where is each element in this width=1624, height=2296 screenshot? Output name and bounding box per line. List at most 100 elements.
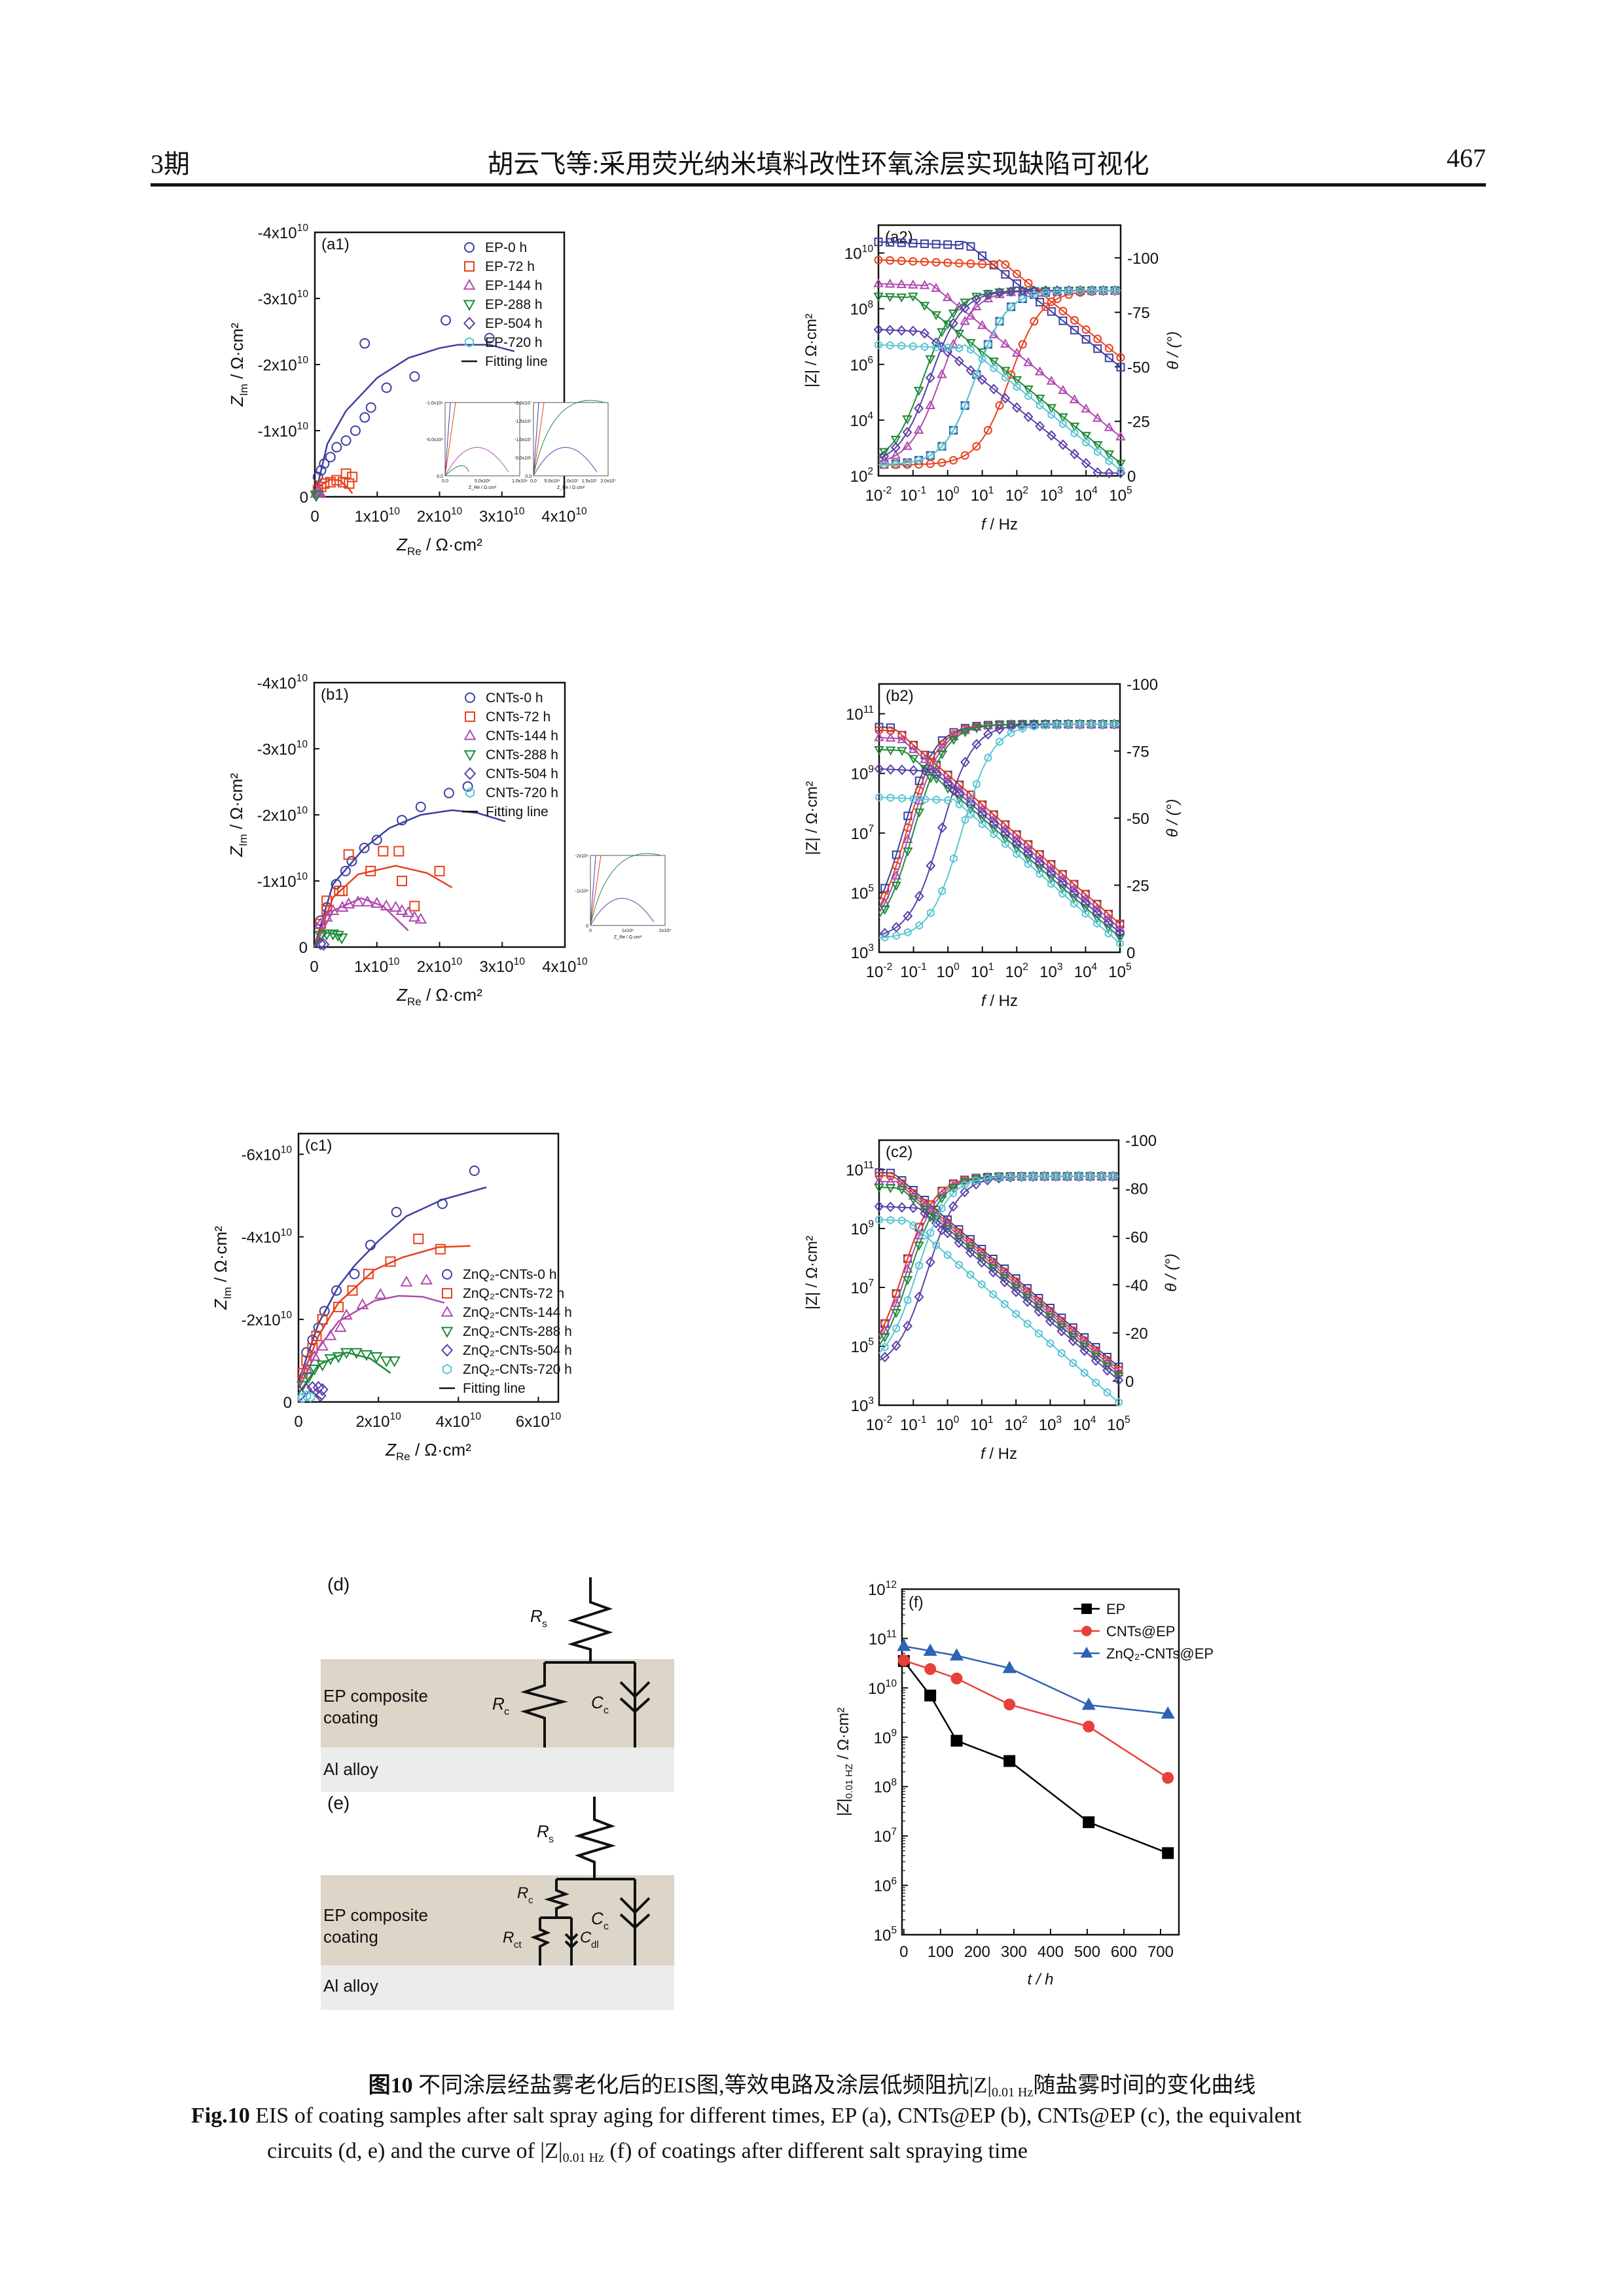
- modulus-point: [875, 340, 882, 350]
- data-point: [359, 338, 370, 349]
- panel-label: (c1): [305, 1137, 332, 1155]
- data-point: [340, 865, 351, 876]
- modulus-point: [977, 808, 988, 819]
- data-point: [316, 1360, 329, 1372]
- legend-label: EP-144 h: [485, 278, 543, 293]
- modulus-point: [1113, 1372, 1124, 1382]
- rs-sub-e: s: [549, 1834, 554, 1845]
- modulus-point: [1046, 375, 1057, 385]
- modulus-point: [1058, 439, 1068, 450]
- modulus-point: [1011, 844, 1022, 853]
- phase-point: [983, 425, 992, 435]
- y-tick-label: -2x1010: [258, 355, 309, 374]
- modulus-point: [1070, 899, 1078, 908]
- phase-point: [926, 1257, 935, 1268]
- data-point: [409, 371, 420, 382]
- circuit-d-coating-layer: [321, 1659, 674, 1748]
- modulus-point: [988, 357, 999, 367]
- modulus-point: [931, 1215, 941, 1225]
- legend-label: CNTs@EP: [1106, 1623, 1175, 1640]
- modulus-point: [1036, 869, 1044, 878]
- modulus-point: [1001, 1299, 1009, 1309]
- phase-point: [1064, 720, 1072, 729]
- inset-x-label: Z_Re / Ω·cm²: [614, 935, 642, 940]
- inset-fit-line: [533, 402, 545, 476]
- y-tick-label: 0: [300, 489, 308, 507]
- inset-x-label: Z_Re / Ω·cm²: [557, 486, 585, 490]
- modulus-point: [943, 778, 953, 789]
- modulus-point: [988, 1266, 998, 1278]
- y2-tick-label: -75: [1127, 744, 1149, 761]
- legend-label: ZnQ₂-CNTs-0 h: [463, 1267, 557, 1282]
- modulus-point: [978, 1280, 986, 1289]
- modulus-point: [1022, 1293, 1033, 1303]
- inset-x-tick-label: 0.0: [442, 479, 448, 484]
- phase-fit-line: [878, 1175, 1119, 1346]
- modulus-point: [1023, 357, 1034, 367]
- modulus-point: [988, 824, 1000, 834]
- phase-point: [1041, 1172, 1049, 1181]
- modulus-point: [1011, 348, 1022, 357]
- data-point: [950, 1672, 963, 1685]
- data-point: [314, 937, 327, 950]
- panel-label: (b1): [321, 686, 349, 704]
- data-point: [389, 901, 402, 912]
- modulus-point: [1013, 850, 1020, 859]
- phase-point: [937, 822, 947, 833]
- modulus-point: [944, 343, 952, 352]
- x-axis-label: ZRe / Ω·cm²: [396, 535, 482, 558]
- modulus-point: [1092, 914, 1102, 924]
- inset-x-tick-label: 1.5x10⁷: [582, 479, 598, 484]
- phase-point: [913, 424, 924, 434]
- modulus-point: [1012, 830, 1021, 839]
- circuit-d-coating-label-2: coating: [323, 1708, 378, 1727]
- modulus-point: [1011, 833, 1022, 843]
- rct-resistor-icon: [530, 1918, 551, 1965]
- data-point: [484, 332, 495, 344]
- x-tick-label: 1x1010: [354, 956, 400, 976]
- phase-point: [949, 456, 958, 465]
- modulus-point: [1081, 325, 1091, 334]
- rct-label: R: [503, 1929, 514, 1946]
- x-tick-label: 4x1010: [542, 956, 588, 976]
- inset-fit-arc: [444, 465, 469, 476]
- phase-point: [914, 1242, 924, 1251]
- x-tick-label: 400: [1038, 1943, 1064, 1961]
- x-tick-label: 300: [1001, 1943, 1027, 1961]
- x-tick-label: 200: [964, 1943, 990, 1961]
- y2-tick-label: -100: [1125, 1132, 1157, 1150]
- data-point: [380, 1356, 393, 1368]
- modulus-point: [931, 258, 941, 267]
- circuit-d-substrate-layer: [321, 1748, 674, 1792]
- y-axis-label: ZIm / Ω·cm²: [211, 1226, 234, 1310]
- y-tick-label: -3x1010: [258, 289, 309, 308]
- circuit-e-wires: [530, 1797, 651, 1965]
- modulus-point: [1079, 1345, 1090, 1356]
- modulus-point: [1081, 334, 1091, 344]
- data-point: [1081, 1697, 1096, 1710]
- phase-point: [1006, 1172, 1015, 1181]
- y2-tick-label: -50: [1127, 810, 1149, 828]
- modulus-point: [875, 1171, 884, 1180]
- y-tick-label: 109: [874, 1727, 897, 1747]
- inset-fit-line: [590, 855, 596, 926]
- modulus-point: [943, 770, 952, 780]
- modulus-point: [1105, 456, 1113, 465]
- data-point: [408, 910, 421, 922]
- y2-tick-label: -100: [1127, 250, 1159, 268]
- modulus-point: [1081, 403, 1091, 413]
- legend-marker: [463, 728, 477, 740]
- modulus-point: [896, 325, 907, 336]
- modulus-point: [897, 341, 905, 351]
- modulus-point: [919, 1205, 930, 1215]
- modulus-point: [1000, 1276, 1010, 1287]
- y-tick-label: -3x1010: [257, 739, 308, 759]
- x-axis-label: ZRe / Ω·cm²: [385, 1440, 471, 1463]
- cdl-sub: dl: [591, 1939, 599, 1950]
- modulus-point: [1058, 1348, 1066, 1358]
- y-tick-label: -2x1010: [242, 1310, 293, 1329]
- legend-marker: [464, 336, 475, 348]
- data-point: [314, 1389, 327, 1403]
- phase-point: [1075, 720, 1084, 729]
- legend-marker: [442, 1363, 452, 1375]
